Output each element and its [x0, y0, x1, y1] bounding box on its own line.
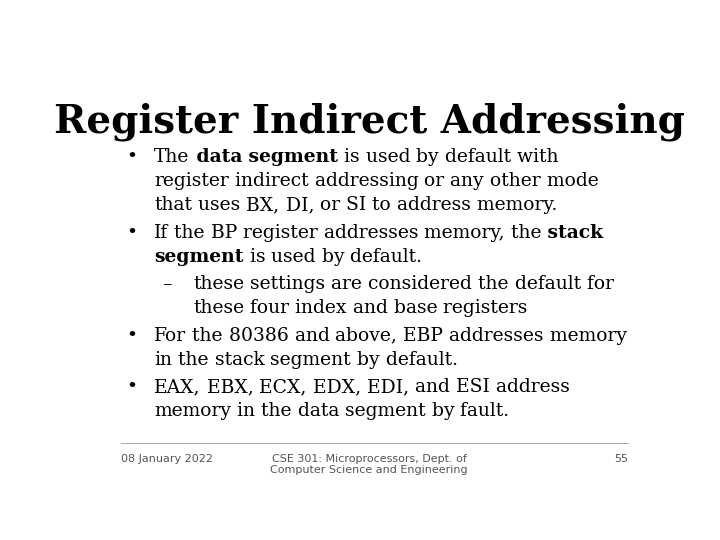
Text: 55: 55 — [614, 454, 629, 463]
Text: by: by — [316, 248, 344, 266]
Text: •: • — [126, 148, 138, 166]
Text: default.: default. — [379, 351, 458, 369]
Text: that: that — [154, 196, 192, 214]
Text: address: address — [391, 196, 471, 214]
Text: considered: considered — [362, 275, 472, 293]
Text: ECX,: ECX, — [253, 379, 307, 396]
Text: the: the — [186, 327, 222, 345]
Text: segment: segment — [154, 248, 243, 266]
Text: the: the — [505, 224, 541, 241]
Text: 08 January 2022: 08 January 2022 — [121, 454, 212, 463]
Text: addresses: addresses — [444, 327, 544, 345]
Text: for: for — [581, 275, 614, 293]
Text: EBP: EBP — [397, 327, 444, 345]
Text: EDI,: EDI, — [361, 379, 409, 396]
Text: above,: above, — [330, 327, 397, 345]
Text: data: data — [189, 148, 242, 166]
Text: uses: uses — [192, 196, 240, 214]
Text: EAX,: EAX, — [154, 379, 201, 396]
Text: or: or — [418, 172, 444, 190]
Text: and: and — [347, 299, 388, 318]
Text: register: register — [237, 224, 318, 241]
Text: DI,: DI, — [279, 196, 314, 214]
Text: ESI: ESI — [450, 379, 490, 396]
Text: 80386: 80386 — [222, 327, 289, 345]
Text: addresses: addresses — [318, 224, 418, 241]
Text: are: are — [325, 275, 362, 293]
Text: by: by — [410, 148, 438, 166]
Text: memory,: memory, — [418, 224, 505, 241]
Text: For: For — [154, 327, 186, 345]
Text: to: to — [366, 196, 391, 214]
Text: stack: stack — [209, 351, 264, 369]
Text: –: – — [163, 275, 172, 293]
Text: the: the — [255, 402, 292, 421]
Text: BP: BP — [205, 224, 237, 241]
Text: four: four — [244, 299, 289, 318]
Text: data: data — [292, 402, 339, 421]
Text: memory.: memory. — [471, 196, 557, 214]
Text: EDX,: EDX, — [307, 379, 361, 396]
Text: mode: mode — [541, 172, 598, 190]
Text: or: or — [314, 196, 340, 214]
Text: segment: segment — [264, 351, 351, 369]
Text: •: • — [126, 327, 138, 345]
Text: memory: memory — [544, 327, 626, 345]
Text: used: used — [359, 148, 410, 166]
Text: If: If — [154, 224, 168, 241]
Text: in: in — [154, 351, 172, 369]
Text: segment: segment — [339, 402, 426, 421]
Text: •: • — [126, 224, 138, 241]
Text: is: is — [243, 248, 265, 266]
Text: register: register — [154, 172, 229, 190]
Text: default.: default. — [344, 248, 423, 266]
Text: any: any — [444, 172, 484, 190]
Text: and: and — [409, 379, 450, 396]
Text: by: by — [351, 351, 379, 369]
Text: the: the — [172, 351, 209, 369]
Text: fault.: fault. — [454, 402, 510, 421]
Text: SI: SI — [340, 196, 366, 214]
Text: default: default — [438, 148, 510, 166]
Text: Register Indirect Addressing: Register Indirect Addressing — [53, 102, 685, 141]
Text: and: and — [289, 327, 330, 345]
Text: EBX,: EBX, — [201, 379, 253, 396]
Text: settings: settings — [244, 275, 325, 293]
Text: is: is — [338, 148, 359, 166]
Text: stack: stack — [541, 224, 603, 241]
Text: in: in — [231, 402, 255, 421]
Text: indirect: indirect — [229, 172, 309, 190]
Text: address: address — [490, 379, 570, 396]
Text: by: by — [426, 402, 454, 421]
Text: the: the — [472, 275, 509, 293]
Text: CSE 301: Microprocessors, Dept. of
Computer Science and Engineering: CSE 301: Microprocessors, Dept. of Compu… — [270, 454, 468, 475]
Text: segment: segment — [242, 148, 338, 166]
Text: index: index — [289, 299, 347, 318]
Text: these: these — [193, 299, 244, 318]
Text: other: other — [484, 172, 541, 190]
Text: The: The — [154, 148, 189, 166]
Text: these: these — [193, 275, 244, 293]
Text: base: base — [388, 299, 437, 318]
Text: BX,: BX, — [240, 196, 279, 214]
Text: default: default — [509, 275, 581, 293]
Text: •: • — [126, 379, 138, 396]
Text: addressing: addressing — [309, 172, 418, 190]
Text: used: used — [265, 248, 316, 266]
Text: registers: registers — [437, 299, 528, 318]
Text: memory: memory — [154, 402, 231, 421]
Text: with: with — [510, 148, 558, 166]
Text: the: the — [168, 224, 205, 241]
